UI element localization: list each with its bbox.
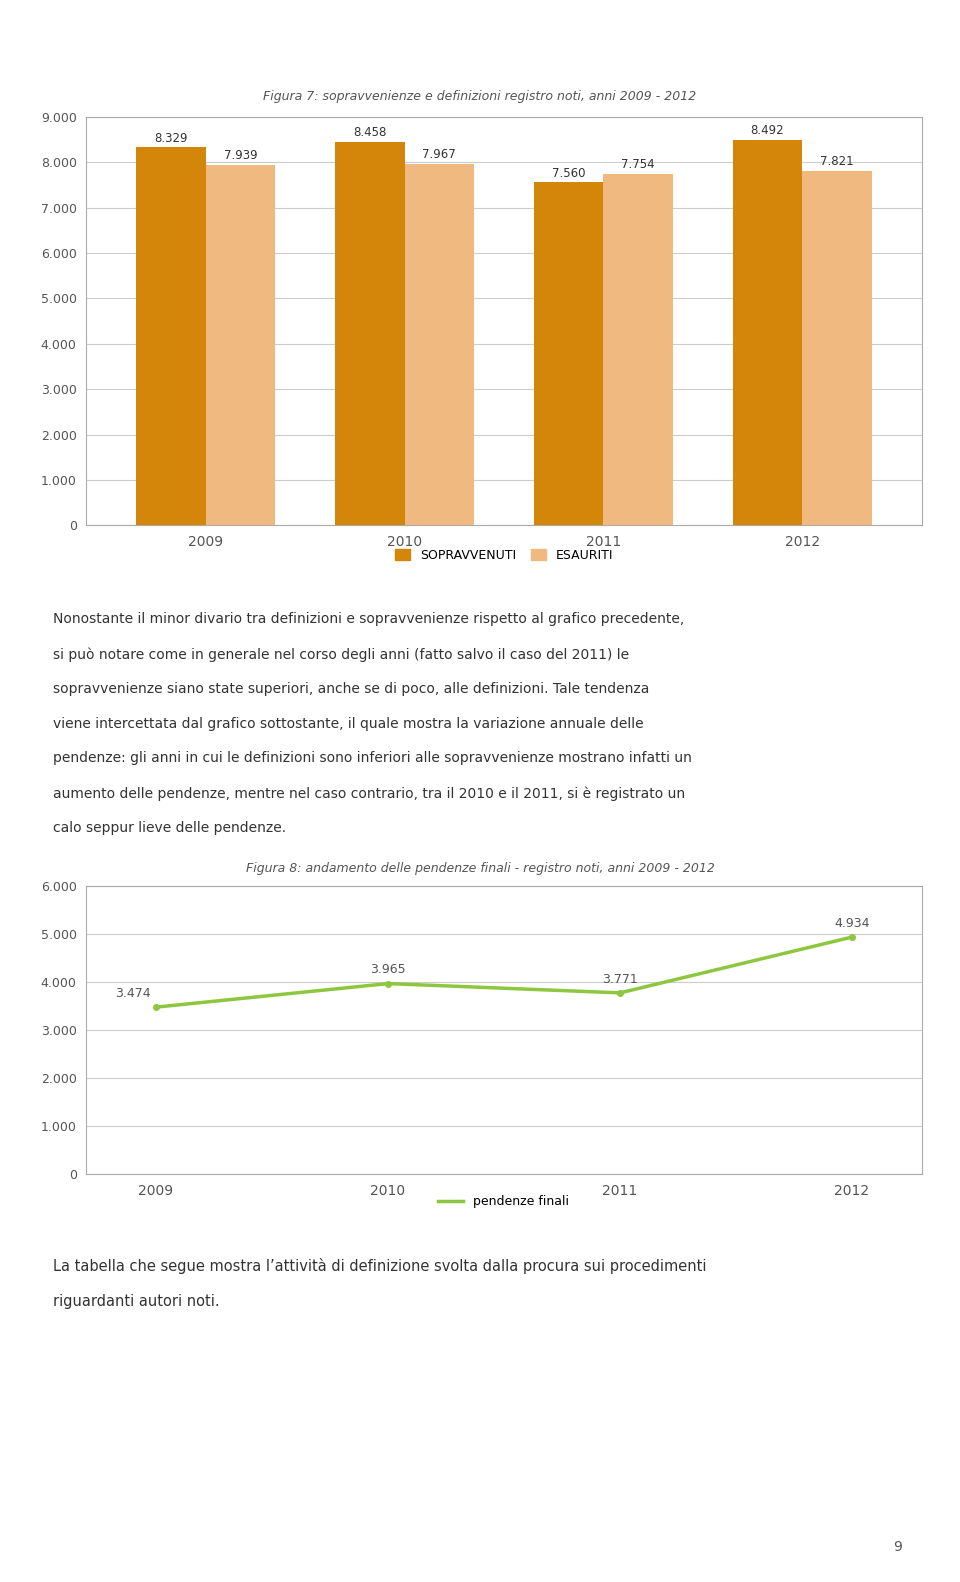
Text: calo seppur lieve delle pendenze.: calo seppur lieve delle pendenze. (53, 821, 286, 835)
Text: Bilancio di Responsabilità Sociale – Procura della Repubblica di Lucca: Bilancio di Responsabilità Sociale – Pro… (112, 25, 848, 46)
Text: 8.458: 8.458 (353, 127, 387, 139)
Bar (803, 171, 872, 525)
Text: pendenze: gli anni in cui le definizioni sono inferiori alle sopravvenienze most: pendenze: gli anni in cui le definizioni… (53, 751, 691, 766)
Bar (404, 165, 474, 525)
Text: sopravvenienze siano state superiori, anche se di poco, alle definizioni. Tale t: sopravvenienze siano state superiori, an… (53, 682, 649, 696)
Text: 8.329: 8.329 (155, 131, 187, 146)
Text: 8.492: 8.492 (751, 125, 784, 138)
Text: 7.754: 7.754 (621, 158, 655, 171)
Text: 7.939: 7.939 (224, 149, 257, 163)
Legend: pendenze finali: pendenze finali (434, 1190, 574, 1213)
Text: Figura 7: sopravvenienze e definizioni registro noti, anni 2009 - 2012: Figura 7: sopravvenienze e definizioni r… (263, 90, 697, 103)
Text: 7.967: 7.967 (422, 149, 456, 161)
Bar (732, 141, 803, 525)
Text: 3.965: 3.965 (371, 963, 406, 976)
Legend: SOPRAVVENUTI, ESAURITI: SOPRAVVENUTI, ESAURITI (390, 544, 618, 566)
Text: Figura 8: andamento delle pendenze finali - registro noti, anni 2009 - 2012: Figura 8: andamento delle pendenze final… (246, 862, 714, 875)
Text: riguardanti autori noti.: riguardanti autori noti. (53, 1294, 220, 1308)
Text: 9: 9 (894, 1539, 902, 1554)
Bar (335, 142, 404, 525)
Text: 4.934: 4.934 (834, 918, 870, 930)
Bar (136, 147, 205, 525)
Text: 3.771: 3.771 (602, 973, 637, 986)
Text: Nonostante il minor divario tra definizioni e sopravvenienze rispetto al grafico: Nonostante il minor divario tra definizi… (53, 612, 684, 626)
Bar (604, 174, 673, 525)
Text: 3.474: 3.474 (115, 987, 151, 1000)
Bar (205, 165, 276, 525)
Text: si può notare come in generale nel corso degli anni (fatto salvo il caso del 201: si può notare come in generale nel corso… (53, 647, 629, 661)
Text: La tabella che segue mostra l’attività di definizione svolta dalla procura sui p: La tabella che segue mostra l’attività d… (53, 1258, 707, 1274)
Bar (534, 182, 604, 525)
Text: 7.560: 7.560 (552, 166, 586, 180)
Text: viene intercettata dal grafico sottostante, il quale mostra la variazione annual: viene intercettata dal grafico sottostan… (53, 717, 643, 731)
Text: 7.821: 7.821 (820, 155, 853, 168)
Text: aumento delle pendenze, mentre nel caso contrario, tra il 2010 e il 2011, si è r: aumento delle pendenze, mentre nel caso … (53, 786, 684, 800)
